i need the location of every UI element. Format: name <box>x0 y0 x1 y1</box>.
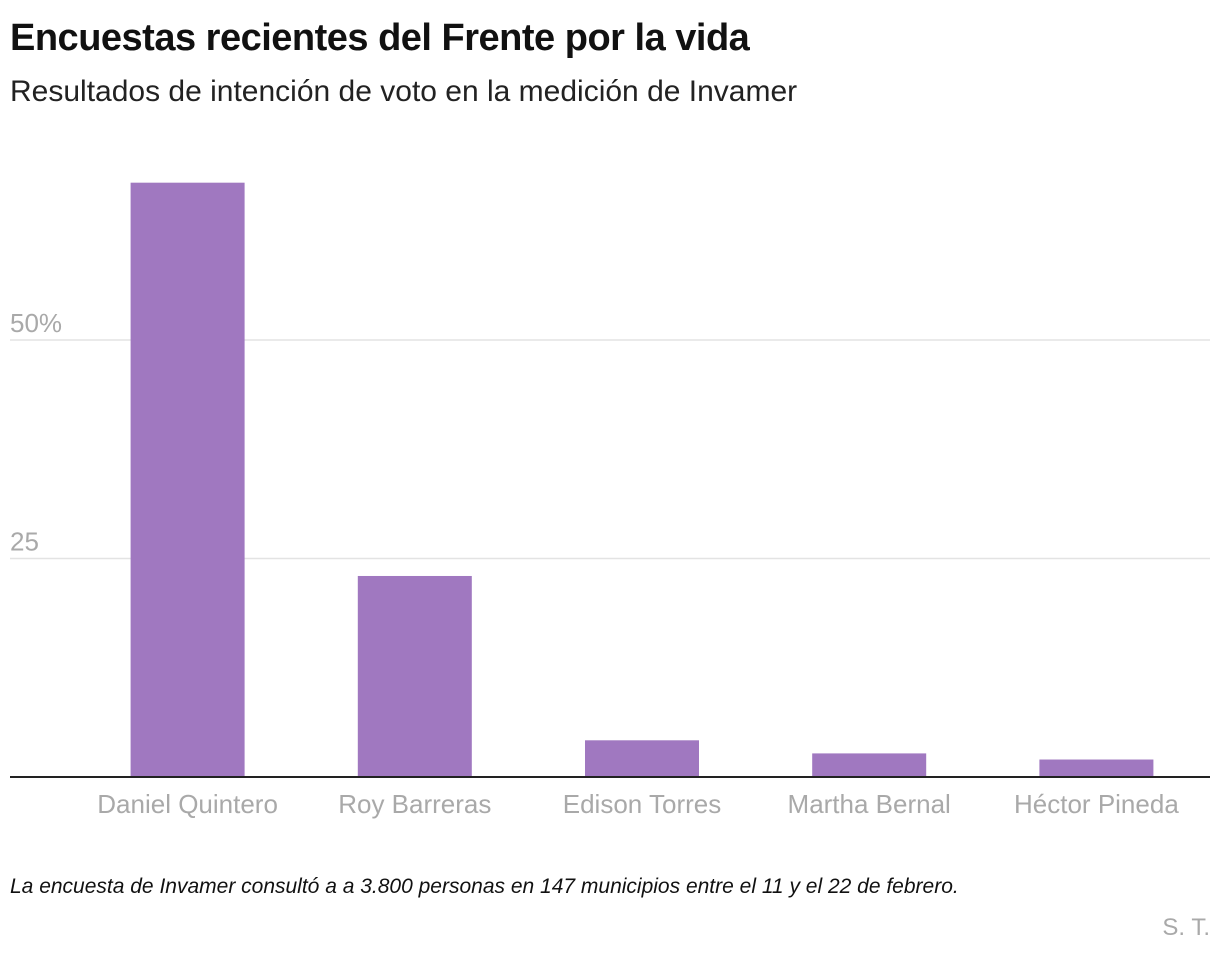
bar <box>130 182 245 777</box>
methodology-note: La encuesta de Invamer consultó a a 3.80… <box>10 875 959 898</box>
x-tick-label: Martha Bernal <box>788 789 951 819</box>
x-tick-label: Daniel Quintero <box>97 789 278 819</box>
x-tick-label: Héctor Pineda <box>1014 789 1179 819</box>
y-tick-label: 25 <box>10 527 39 557</box>
bar <box>812 753 927 777</box>
y-tick-label: 50% <box>10 308 62 338</box>
x-tick-label: Edison Torres <box>563 789 722 819</box>
chart-subtitle: Resultados de intención de voto en la me… <box>10 75 798 108</box>
chart-title: Encuestas recientes del Frente por la vi… <box>10 17 750 59</box>
author-credit: S. T. <box>1162 914 1210 941</box>
bar-chart: 25 50% Daniel Quintero Roy Barreras Edison T… <box>10 182 1210 819</box>
bar <box>357 575 472 777</box>
bar <box>1039 759 1154 777</box>
bar <box>585 740 699 777</box>
x-tick-label: Roy Barreras <box>338 789 491 819</box>
